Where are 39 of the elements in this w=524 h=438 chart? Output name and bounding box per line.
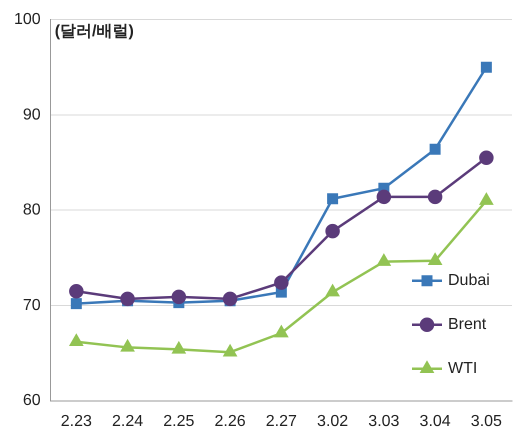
point <box>274 326 288 338</box>
point <box>479 150 494 166</box>
y-tick-label: 90 <box>22 106 41 124</box>
point <box>274 275 289 290</box>
x-tick-label: 2.25 <box>163 412 195 430</box>
y-tick-label: 80 <box>22 202 41 219</box>
point <box>69 284 84 298</box>
point <box>120 292 135 306</box>
point <box>121 340 134 352</box>
x-tick-label: 2.23 <box>60 412 92 430</box>
point <box>428 253 442 265</box>
point <box>172 342 186 354</box>
point <box>326 284 340 296</box>
x-tick-label: 2.24 <box>112 412 144 430</box>
point <box>376 190 392 204</box>
point <box>377 254 390 266</box>
point <box>70 298 82 310</box>
point <box>172 290 186 304</box>
point <box>222 292 238 306</box>
point <box>70 334 83 346</box>
legend-label: Dubai <box>448 272 490 290</box>
y-tick-label: 60 <box>22 392 41 410</box>
point <box>430 144 441 155</box>
legend-label: Brent <box>448 316 487 334</box>
point <box>325 224 340 238</box>
legend-label: WTI <box>448 360 478 378</box>
y-tick-label: 70 <box>22 296 41 314</box>
x-tick-label: 3.05 <box>470 412 502 430</box>
x-tick-label: 3.03 <box>368 412 400 430</box>
point <box>327 193 338 204</box>
y-tick-label: 100 <box>14 11 41 28</box>
x-tick-label: 3.02 <box>317 412 348 430</box>
y-axis-title: (달러/배럴) <box>54 23 134 40</box>
point <box>224 344 237 356</box>
x-tick-label: 3.04 <box>420 412 451 430</box>
point <box>428 190 442 204</box>
x-tick-label: 2.26 <box>214 412 246 430</box>
x-tick-label: 2.27 <box>266 412 298 430</box>
point <box>480 62 492 73</box>
